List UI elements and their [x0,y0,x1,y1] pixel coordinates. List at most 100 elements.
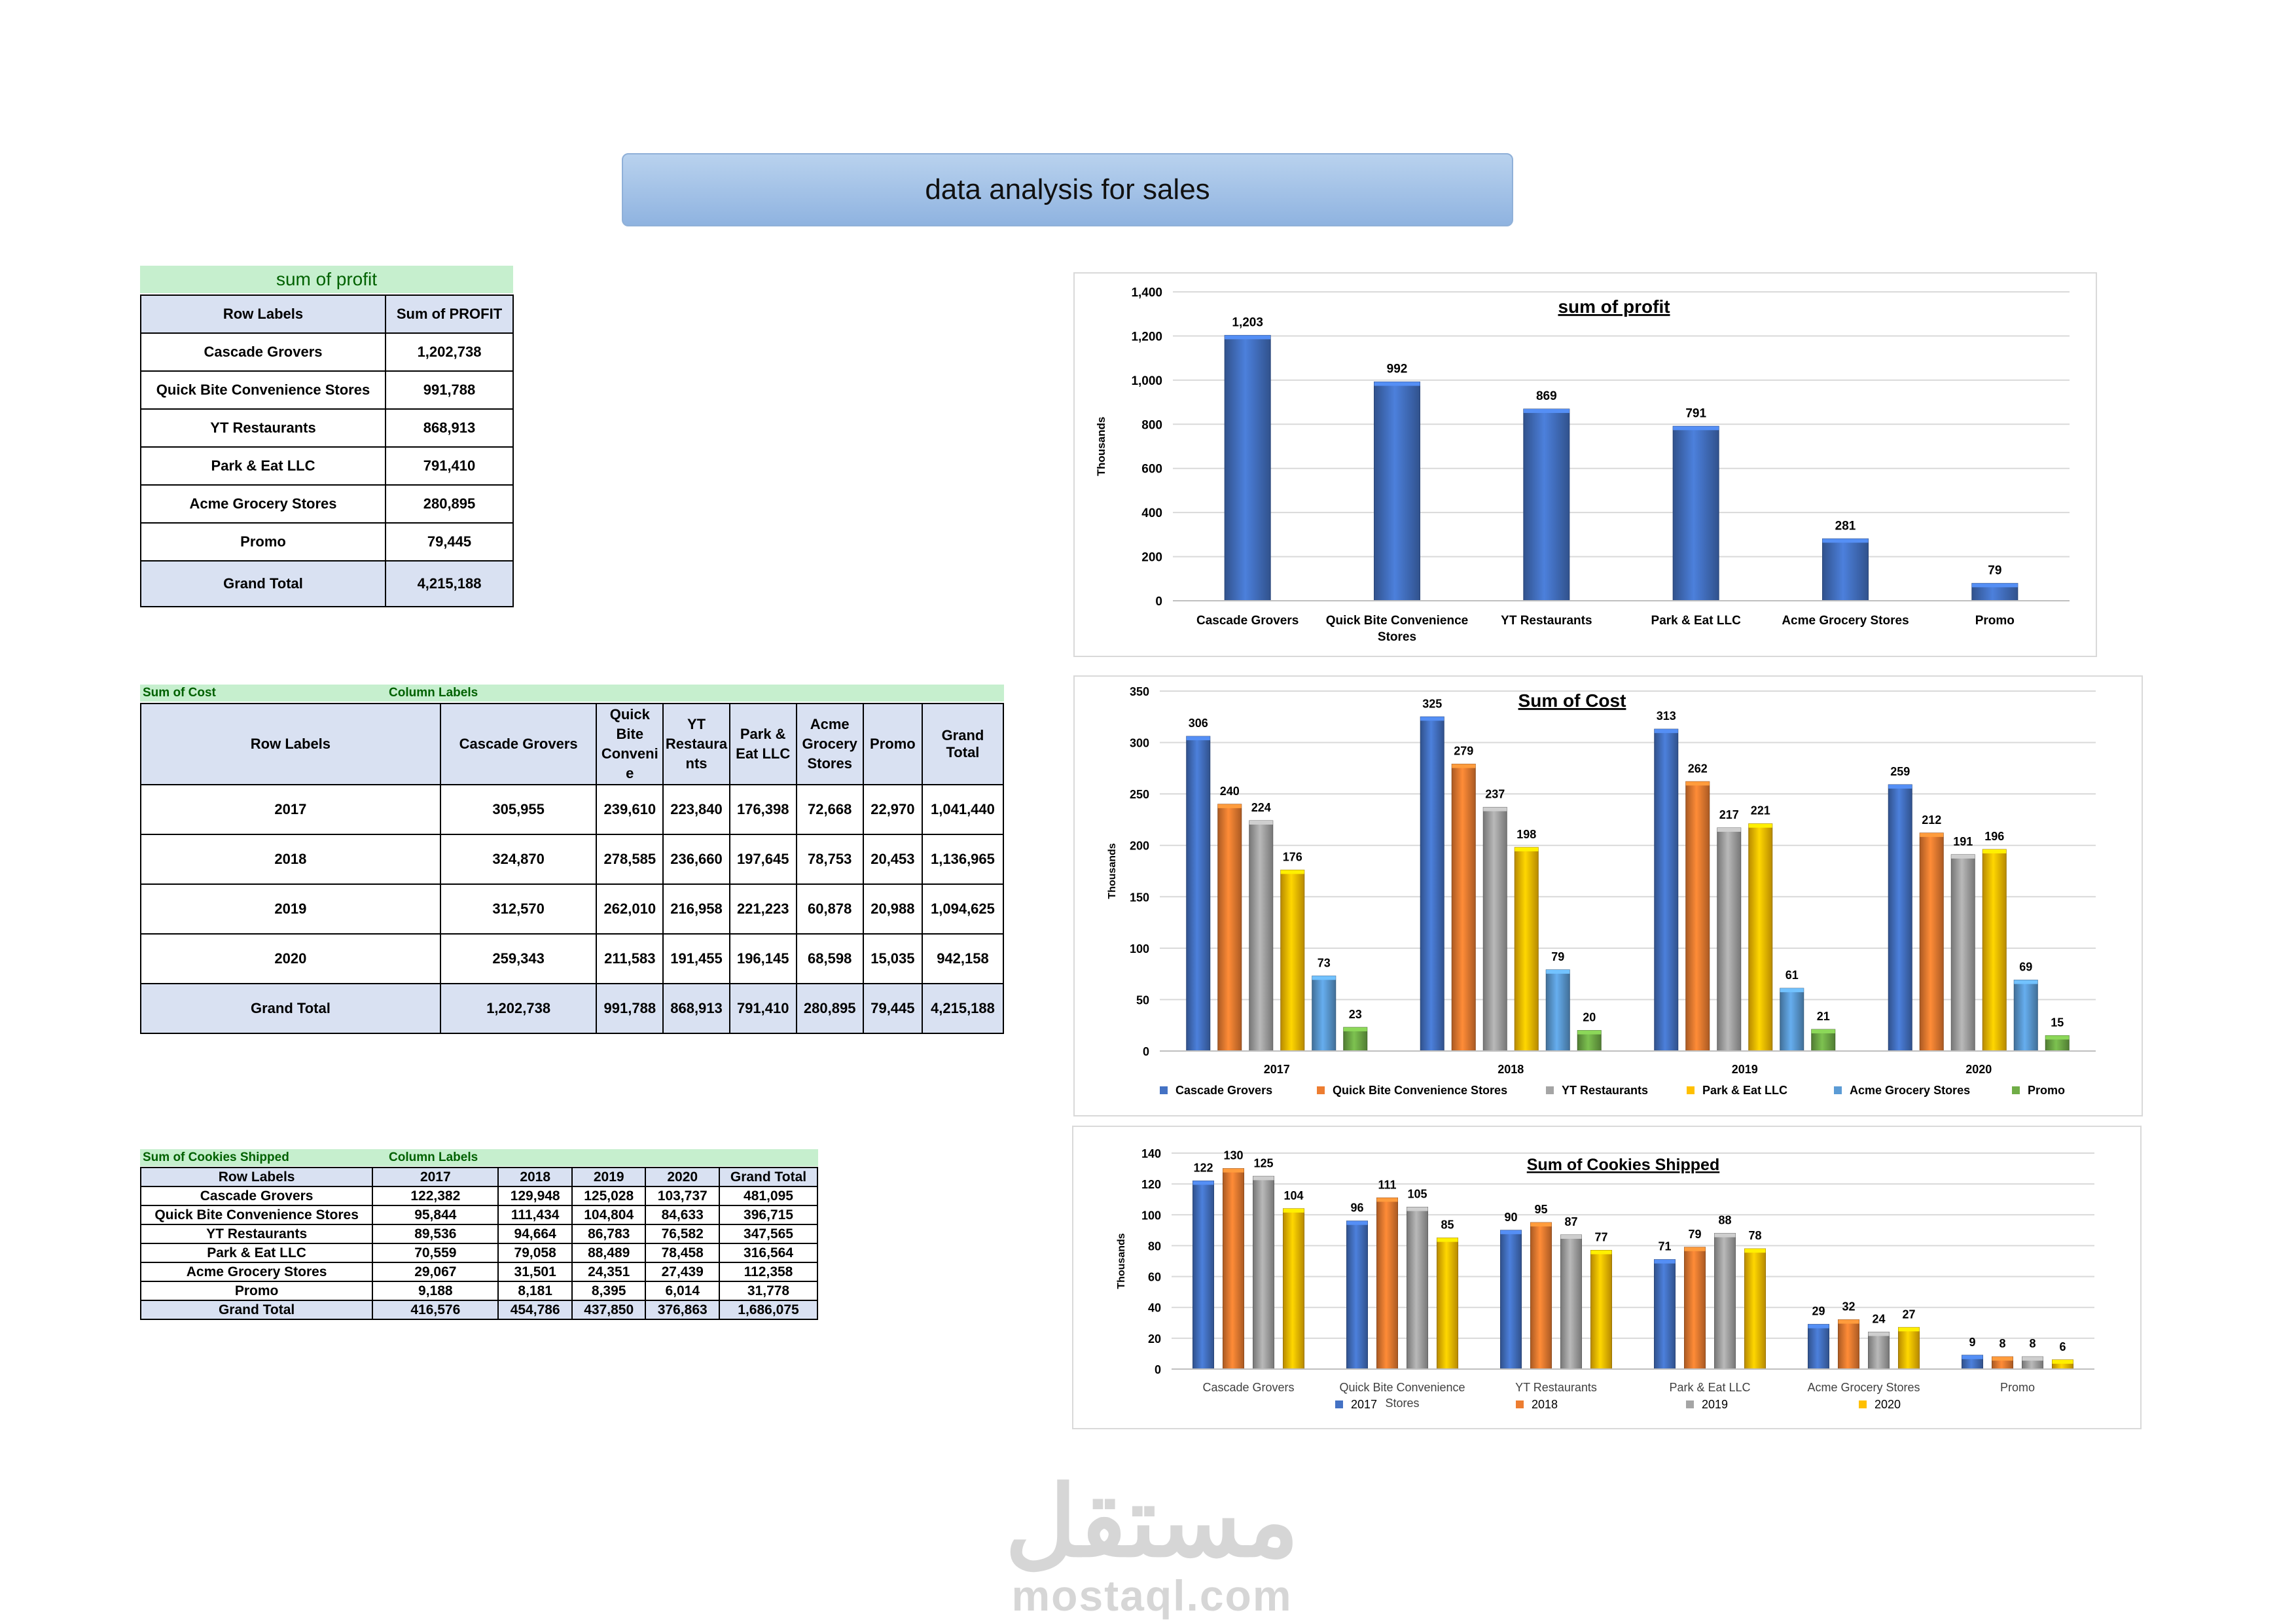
value-cell: 104,804 [571,1205,647,1225]
y-tick-label: 80 [1148,1240,1161,1253]
value-cell: 211,583 [596,933,664,984]
row-label-cell: Acme Grocery Stores [139,1262,374,1282]
bar-top [1822,539,1869,543]
data-label: 279 [1454,745,1473,758]
data-label: 176 [1283,850,1302,863]
value-cell: 84,633 [645,1205,720,1225]
table-row: Cascade Grovers 122,382 129,948 125,028 103,… [139,1186,818,1206]
y-tick-label: 50 [1136,993,1149,1007]
bar-top [1838,1319,1859,1324]
legend-label: 2017 [1351,1398,1377,1411]
grand-total-value: 4,215,188 [921,983,1005,1034]
profit-pivot-table: Row Labels Sum of PROFIT Cascade Grovers… [140,294,514,607]
x-category-label: Cascade Grovers [1202,1381,1294,1394]
legend-swatch [1317,1086,1325,1094]
grand-total-value: 791,410 [728,983,797,1034]
value-cell: 6,014 [645,1281,720,1301]
bar-top [1654,1259,1676,1264]
y-tick-label: 40 [1148,1302,1161,1315]
y-tick-label: 20 [1148,1332,1161,1346]
data-label: 791 [1685,406,1706,420]
cookies-chart: 0 20 40 60 80 100 120 140 Thousands Sum of Cookie… [1116,1147,2094,1411]
x-category-label: 2018 [1498,1063,1524,1076]
value-cell: 31,778 [719,1281,818,1301]
bar [1822,538,1869,601]
legend-swatch [1687,1086,1695,1094]
bar-top [1186,736,1210,741]
grand-total-row: Grand Total 4,215,188 [140,560,514,607]
grand-total-value: 991,788 [596,983,664,1034]
bar-top [1951,854,1975,859]
x-category-label: YT Restaurants [1515,1381,1597,1394]
grand-total-value: 454,786 [497,1300,573,1320]
grand-total-value: 868,913 [662,983,730,1034]
table-row: YT Restaurants 89,536 94,664 86,783 76,582 34… [139,1224,818,1244]
legend-label: Promo [2028,1084,2065,1097]
value-cell: 78,458 [645,1243,720,1263]
data-label: 71 [1658,1240,1671,1253]
bar [1838,1319,1859,1370]
data-label: 6 [2059,1340,2066,1353]
bar-top [1376,1198,1398,1202]
value-cell: 9,188 [372,1281,499,1301]
data-label: 77 [1594,1231,1607,1244]
value-cell: 24,351 [571,1262,647,1282]
legend-label: 2018 [1532,1398,1558,1411]
bar-top [1420,717,1444,721]
bar-top [1577,1030,1602,1035]
bar [1808,1324,1829,1370]
data-label: 8 [2029,1337,2036,1350]
bar [1482,807,1507,1052]
legend-label: 2020 [1874,1398,1901,1411]
bar [1376,1197,1398,1370]
bar-top [1717,828,1741,832]
data-label: 306 [1189,717,1208,730]
value-cell: 191,455 [662,933,730,984]
value-cell: 60,878 [795,883,864,935]
bar [1685,781,1710,1052]
bar-top [1346,1221,1368,1225]
bar-top [1780,988,1804,993]
bar [1217,804,1242,1052]
x-category-label: 2017 [1264,1063,1290,1076]
x-category-label: Park & Eat LLC [1651,614,1742,628]
bar-top [2014,980,2038,984]
legend-swatch [1834,1086,1842,1094]
legend-swatch [1546,1086,1554,1094]
value-cell: 20,453 [862,834,923,885]
value-cell: 1,202,738 [385,332,514,372]
y-tick-label: 150 [1130,891,1149,904]
row-label-cell: Quick Bite Convenience Stores [140,370,386,410]
header-cell: 2019 [571,1167,647,1187]
data-label: 15 [2051,1016,2064,1029]
cost-table-title: Sum of Cost [143,686,216,700]
row-label-cell: Quick Bite Convenience Stores [139,1205,374,1225]
value-cell: 316,564 [719,1243,818,1263]
grand-total-row: Grand Total 416,576 454,786 437,850 376,863 1… [139,1300,818,1320]
cookies-table-title: Sum of Cookies Shipped [143,1150,289,1164]
value-cell: 278,585 [596,834,664,885]
data-label: 111 [1378,1178,1396,1191]
data-label: 79 [1988,563,2001,577]
dashboard-title: data analysis for sales [925,173,1210,205]
row-label-cell: Park & Eat LLC [139,1243,374,1263]
bar [1283,1208,1304,1370]
mostaql-watermark: مستقل mostaql.com [982,1472,1322,1620]
profit-chart-container: 0 200 400 600 800 1,000 1,200 1,400 Thousands sum… [1073,272,2097,657]
value-cell: 111,434 [497,1205,573,1225]
bar-top [1898,1327,1920,1332]
x-category-label: Quick Bite Convenience [1339,1381,1465,1394]
y-tick-label: 120 [1141,1178,1161,1191]
data-label: 240 [1220,785,1240,798]
x-category-label: 2020 [1965,1063,1992,1076]
header-cell: Promo [862,703,923,785]
bar [1374,382,1420,601]
header-cell: Row Labels [140,703,441,785]
bar-top [1223,1168,1244,1173]
row-label-cell: 2019 [140,883,441,935]
bar [1186,736,1211,1052]
value-cell: 196,145 [728,933,797,984]
data-label: 259 [1890,765,1910,778]
value-cell: 22,970 [862,784,923,835]
bar-top [2022,1357,2043,1361]
